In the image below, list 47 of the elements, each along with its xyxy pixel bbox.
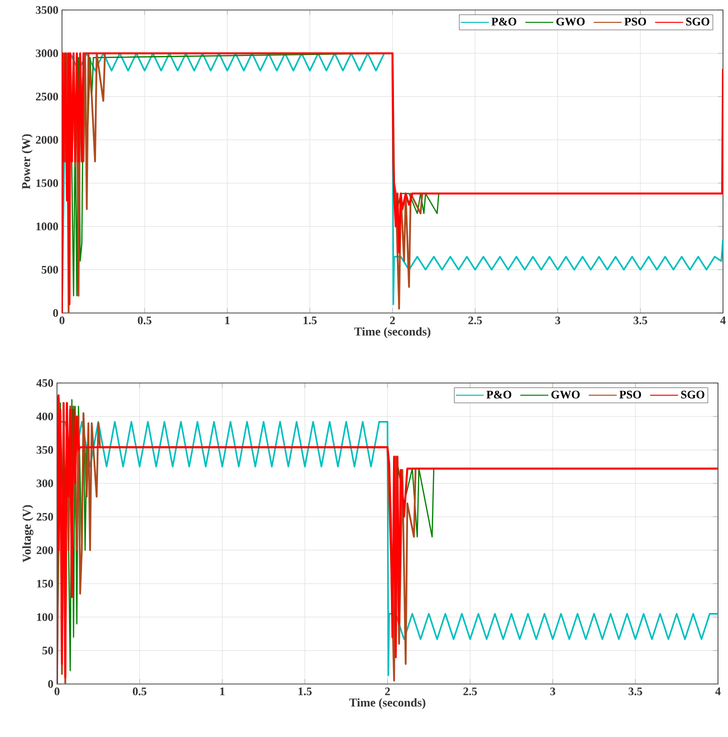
y-axis-title: Power (W): [22, 134, 33, 190]
legend-label: P&O: [491, 18, 516, 26]
y-tick-label: 3500: [36, 6, 58, 14]
legend-label: PSO: [619, 390, 642, 398]
x-tick-label: 0.5: [132, 688, 146, 696]
x-tick-label: 2: [385, 688, 390, 696]
legend-label: P&O: [486, 390, 512, 398]
x-tick-label: 2.5: [468, 316, 482, 324]
y-tick-label: 1000: [36, 222, 58, 230]
x-tick-label: 2: [390, 316, 395, 324]
y-axis-title: Voltage (V): [22, 505, 34, 562]
x-tick-label: 3.5: [634, 316, 648, 324]
y-tick-label: 100: [37, 613, 54, 621]
x-tick-label: 3: [555, 316, 560, 324]
y-tick-label: 0: [53, 309, 58, 317]
legend-label: GWO: [551, 390, 580, 399]
x-axis-title: Time (seconds): [349, 698, 426, 710]
x-tick-label: 3.5: [628, 688, 642, 696]
legend-label: PSO: [624, 18, 646, 26]
y-tick-label: 2500: [36, 92, 58, 100]
y-tick-label: 150: [37, 580, 54, 588]
x-tick-label: 4: [720, 316, 726, 324]
y-tick-label: 450: [36, 379, 54, 387]
y-tick-label: 300: [36, 479, 54, 488]
y-tick-label: 3000: [36, 49, 58, 58]
x-tick-label: 0.5: [138, 316, 152, 324]
legend-label: GWO: [556, 18, 585, 26]
x-tick-label: 1: [220, 688, 225, 696]
x-tick-label: 3: [550, 688, 556, 696]
y-tick-label: 0: [48, 680, 54, 688]
y-tick-label: 50: [42, 646, 54, 654]
x-tick-label: 1: [225, 316, 230, 324]
x-tick-label: 2.5: [463, 688, 477, 696]
y-tick-label: 2000: [36, 136, 58, 144]
y-tick-label: 1500: [36, 179, 58, 188]
x-tick-label: 4: [715, 688, 721, 696]
legend-label: SGO: [686, 18, 710, 26]
y-tick-label: 500: [42, 266, 58, 274]
y-tick-label: 350: [36, 446, 54, 454]
x-tick-label: 1.5: [298, 688, 312, 696]
x-tick-label: 1.5: [304, 316, 317, 324]
legend-label: SGO: [681, 390, 704, 398]
y-tick-label: 200: [36, 546, 54, 554]
x-tick-label: 0: [60, 316, 64, 324]
y-tick-label: 250: [36, 512, 54, 521]
y-tick-label: 400: [36, 412, 54, 420]
x-axis-title: Time (seconds): [354, 327, 430, 338]
